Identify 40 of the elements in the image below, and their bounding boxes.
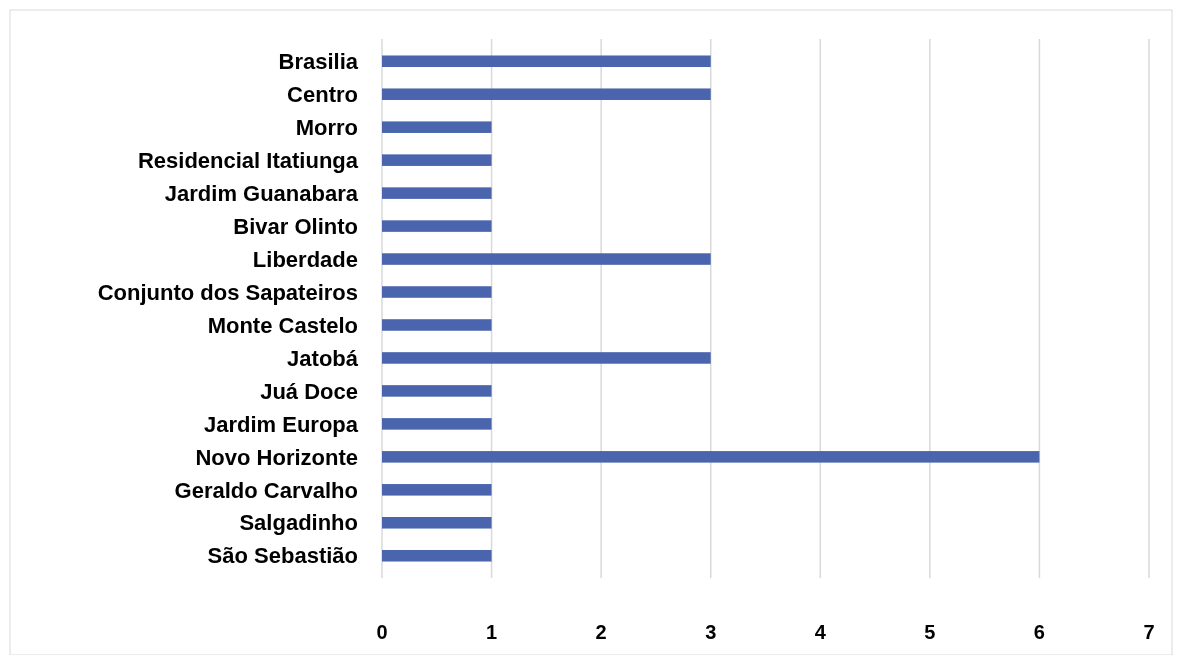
y-tick-label: Salgadinho [239, 510, 358, 536]
y-tick-label: Jardim Guanabara [164, 180, 359, 206]
bar [382, 286, 492, 298]
y-tick-label: Centro [287, 81, 358, 107]
x-tick-label: 4 [814, 621, 827, 643]
bar [382, 549, 492, 562]
bar [382, 253, 711, 265]
bar [382, 88, 711, 100]
x-tick-label: 2 [595, 621, 607, 643]
x-tick-label: 5 [924, 621, 936, 643]
y-tick-label: Monte Castelo [207, 312, 358, 338]
bar [382, 187, 492, 199]
y-tick-label: Geraldo Carvalho [174, 477, 358, 503]
y-tick-label: Brasilia [278, 48, 359, 74]
y-tick-label: Novo Horizonte [195, 444, 358, 470]
y-tick-label: Juá Doce [260, 378, 358, 404]
y-tick-label: Bivar Olinto [233, 213, 358, 239]
bar [382, 484, 492, 496]
y-tick-label: São Sebastião [207, 543, 358, 569]
y-tick-label: Residencial Itatiunga [137, 147, 359, 173]
x-tick-label: 1 [486, 621, 498, 643]
bar [382, 154, 492, 166]
bar [382, 418, 492, 430]
bar [382, 220, 492, 232]
bar [382, 385, 492, 397]
y-tick-label: Morro [295, 114, 358, 140]
bar [382, 55, 711, 68]
bar [382, 121, 492, 133]
bar [382, 319, 492, 331]
y-tick-label: Jatobá [287, 345, 359, 371]
y-tick-label: Jardim Europa [203, 411, 359, 437]
x-tick-label: 0 [376, 621, 388, 643]
y-tick-label: Liberdade [252, 246, 358, 272]
bar [382, 517, 492, 529]
bar [382, 451, 1040, 463]
x-tick-label: 6 [1033, 621, 1045, 643]
x-tick-label: 7 [1143, 621, 1155, 643]
x-tick-label: 3 [705, 621, 717, 643]
bar [382, 352, 711, 364]
y-tick-label: Conjunto dos Sapateiros [97, 279, 358, 305]
